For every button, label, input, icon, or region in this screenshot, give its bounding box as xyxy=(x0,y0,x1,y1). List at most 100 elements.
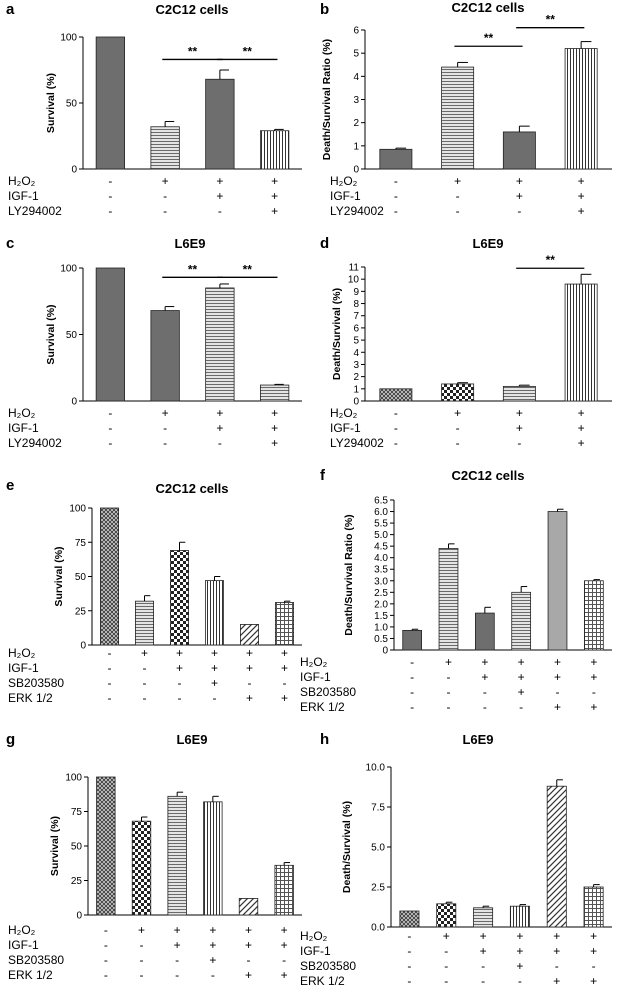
condition-label-h2o2: H₂O₂ xyxy=(8,646,36,660)
y-axis-label: Survival (%) xyxy=(49,816,61,876)
condition-value: + xyxy=(516,174,523,188)
condition-value: - xyxy=(247,953,251,967)
condition-value: + xyxy=(281,661,288,675)
condition-label-h2o2: H₂O₂ xyxy=(330,174,358,188)
condition-value: - xyxy=(140,953,144,967)
condition-value: - xyxy=(481,974,485,988)
condition-value: + xyxy=(578,421,585,435)
significance-label: ** xyxy=(188,262,198,276)
condition-value: - xyxy=(394,204,398,218)
condition-label-h2o2: H₂O₂ xyxy=(300,655,328,669)
y-axis-label: Death/Survival (%) xyxy=(331,288,343,380)
bar xyxy=(259,384,290,402)
y-tick-label: 0 xyxy=(71,397,77,408)
y-tick-label: 9 xyxy=(353,287,359,298)
y-tick-label: 0 xyxy=(76,911,82,922)
y-tick-label: 1 xyxy=(353,384,359,395)
condition-label-igf1: IGF-1 xyxy=(330,189,361,203)
condition-value: + xyxy=(176,646,183,660)
condition-value: - xyxy=(481,959,485,973)
y-tick-label: 0.0 xyxy=(371,923,385,934)
bar xyxy=(96,776,116,916)
condition-value: - xyxy=(283,676,287,690)
condition-value: - xyxy=(592,959,596,973)
condition-value: - xyxy=(108,174,112,188)
y-tick-label: 7.5 xyxy=(371,803,385,814)
bar xyxy=(509,905,530,928)
bar xyxy=(274,602,294,646)
bar xyxy=(205,287,235,402)
condition-value: + xyxy=(578,189,585,203)
condition-value: - xyxy=(483,685,487,699)
y-tick-label: 4.5 xyxy=(374,542,388,553)
y-tick-label: 1 xyxy=(353,141,359,152)
condition-value: - xyxy=(519,700,523,714)
condition-value: + xyxy=(271,436,278,450)
condition-value: - xyxy=(410,655,414,669)
condition-value: + xyxy=(516,929,523,943)
condition-value: + xyxy=(245,938,252,952)
condition-value: + xyxy=(590,700,597,714)
y-tick-label: 6 xyxy=(353,323,359,334)
chart-title: L6E9 xyxy=(174,236,205,251)
condition-value: - xyxy=(394,436,398,450)
y-tick-label: 7 xyxy=(353,311,359,322)
bar xyxy=(502,131,536,170)
chart-title: L6E9 xyxy=(472,236,503,251)
condition-value: + xyxy=(518,670,525,684)
condition-value: + xyxy=(209,923,216,937)
panel-label: c xyxy=(6,235,14,252)
condition-value: - xyxy=(556,685,560,699)
condition-label-ly: LY294002 xyxy=(330,204,384,218)
condition-value: - xyxy=(394,406,398,420)
y-tick-label: 8 xyxy=(353,299,359,310)
bar xyxy=(564,283,598,402)
significance-label: ** xyxy=(484,31,494,45)
condition-value: + xyxy=(245,923,252,937)
condition-value: + xyxy=(271,421,278,435)
condition-value: + xyxy=(281,938,288,952)
bar xyxy=(238,898,259,916)
condition-value: - xyxy=(108,406,112,420)
y-tick-label: 6 xyxy=(353,26,359,37)
condition-value: + xyxy=(578,436,585,450)
condition-value: + xyxy=(216,406,223,420)
y-axis-label: Survival (%) xyxy=(45,73,57,133)
condition-label-igf1: IGF-1 xyxy=(8,938,39,952)
y-tick-label: 0 xyxy=(353,165,359,176)
chart-title: C2C12 cells xyxy=(452,0,525,15)
condition-value: - xyxy=(143,691,147,705)
condition-value: - xyxy=(211,968,215,982)
condition-label-sb: SB203580 xyxy=(300,685,356,699)
condition-value: + xyxy=(590,655,597,669)
condition-value: + xyxy=(211,661,218,675)
y-axis-label: Death/Survival Ratio (%) xyxy=(343,514,355,635)
condition-value: + xyxy=(518,655,525,669)
bar xyxy=(502,385,536,402)
condition-value: - xyxy=(407,929,411,943)
y-tick-label: 2.5 xyxy=(374,588,388,599)
condition-value: - xyxy=(108,691,112,705)
condition-value: + xyxy=(281,968,288,982)
condition-label-h2o2: H₂O₂ xyxy=(300,929,328,943)
bar xyxy=(441,66,475,170)
condition-label-igf1: IGF-1 xyxy=(330,421,361,435)
condition-value: + xyxy=(176,661,183,675)
panel-b: b C2C12 cells 0 1 2 3 4 5 6 Death/Survival Ratio … xyxy=(320,0,612,218)
bar xyxy=(441,383,475,402)
y-tick-label: 100 xyxy=(65,773,82,784)
condition-label-h2o2: H₂O₂ xyxy=(8,406,36,420)
bar xyxy=(546,785,567,928)
condition-label-sb: SB203580 xyxy=(8,676,64,690)
panel-h: h L6E9 0.0 2.5 5.0 7.5 10.0 Death/Survival (%) H… xyxy=(300,731,612,988)
condition-value: + xyxy=(246,691,253,705)
condition-value: - xyxy=(282,953,286,967)
condition-value: - xyxy=(517,436,521,450)
condition-value: - xyxy=(213,691,217,705)
condition-value: + xyxy=(211,676,218,690)
condition-label-ly: LY294002 xyxy=(330,436,384,450)
condition-value: + xyxy=(174,923,181,937)
bar xyxy=(438,548,459,651)
y-tick-label: 75 xyxy=(75,538,87,549)
condition-value: - xyxy=(143,676,147,690)
